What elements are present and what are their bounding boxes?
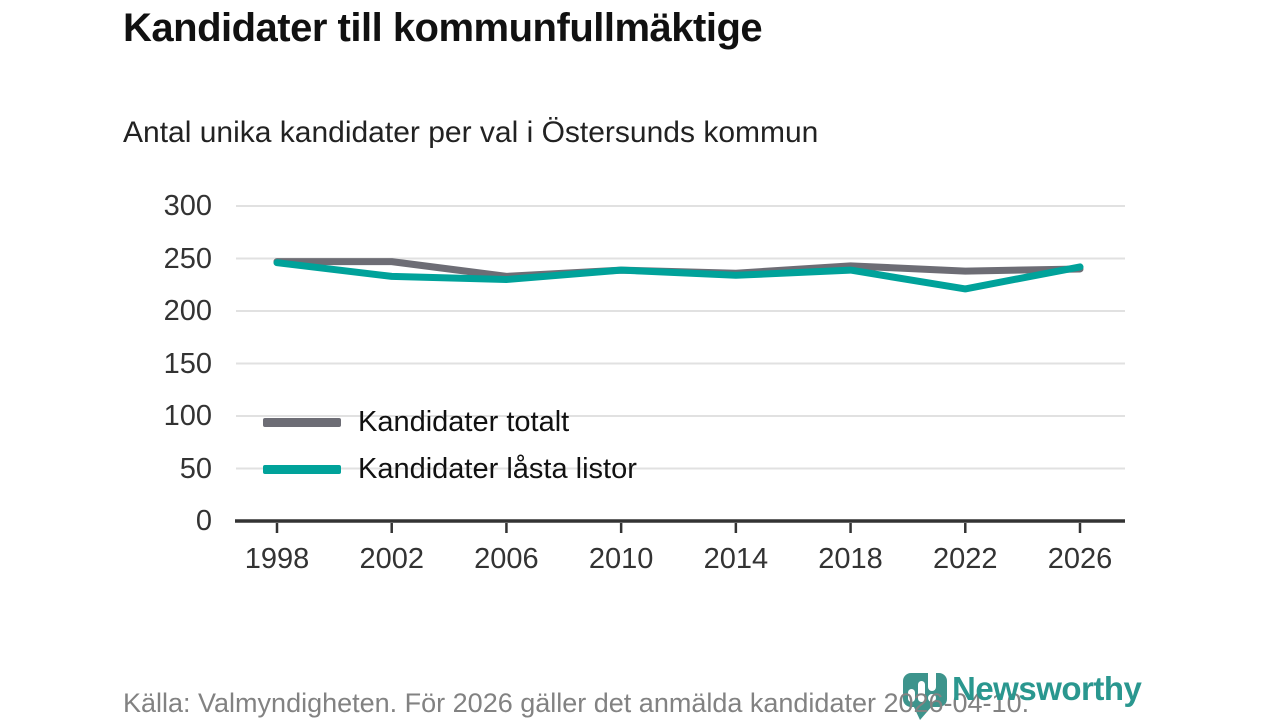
y-tick-label: 100: [163, 400, 212, 432]
page-title: Kandidater till kommunfullmäktige: [123, 6, 763, 50]
x-tick-label: 2018: [818, 543, 883, 575]
x-tick-label: 2006: [474, 543, 539, 575]
x-tick-label: 1998: [244, 543, 310, 575]
chart-subtitle: Antal unika kandidater per val i Östersu…: [123, 116, 819, 149]
legend-swatch: [263, 465, 341, 474]
y-tick-label: 300: [163, 190, 212, 222]
newsworthy-pin-icon: [903, 659, 947, 720]
y-tick-label: 0: [195, 505, 212, 537]
x-tick-label: 2026: [1047, 543, 1113, 575]
newsworthy-wordmark: Newsworthy: [952, 670, 1142, 707]
series-line: [273, 259, 1084, 293]
legend-item: Kandidater låsta listor: [263, 446, 637, 493]
x-tick-label: 2010: [588, 543, 654, 575]
x-tick-label: 2002: [359, 543, 424, 575]
legend-label: Kandidater totalt: [358, 406, 570, 438]
legend-item: Kandidater totalt: [263, 399, 637, 446]
legend-label: Kandidater låsta listor: [358, 453, 637, 485]
y-tick-label: 50: [179, 452, 212, 485]
chart-legend: Kandidater totalt Kandidater låsta listor: [263, 399, 637, 493]
y-tick-label: 200: [163, 295, 212, 327]
legend-swatch: [263, 418, 341, 427]
x-tick-label: 2014: [703, 543, 769, 575]
x-tick-label: 2022: [933, 543, 998, 575]
source-note: Källa: Valmyndigheten. För 2026 gäller d…: [123, 688, 1030, 718]
y-tick-label: 150: [163, 347, 212, 380]
y-tick-label: 250: [163, 242, 212, 275]
